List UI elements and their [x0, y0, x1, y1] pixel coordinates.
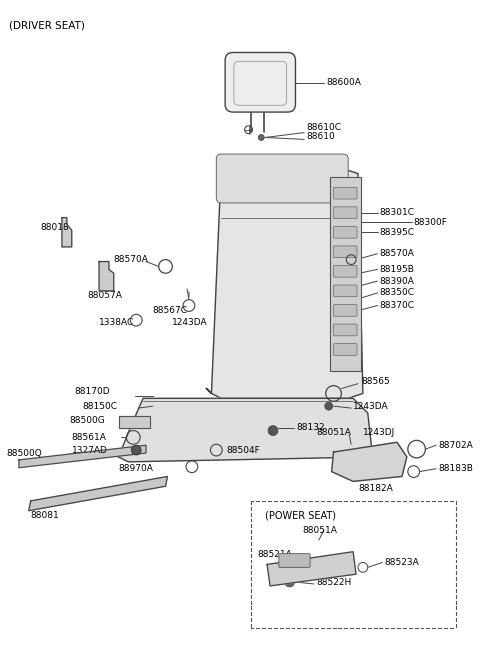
Text: 88370C: 88370C	[380, 301, 415, 310]
FancyBboxPatch shape	[279, 553, 310, 567]
FancyBboxPatch shape	[334, 305, 357, 316]
FancyBboxPatch shape	[334, 344, 357, 356]
Text: 1327AD: 1327AD	[72, 445, 108, 455]
Polygon shape	[19, 445, 146, 468]
Text: 88300F: 88300F	[414, 218, 447, 227]
Circle shape	[268, 426, 278, 436]
Circle shape	[132, 445, 141, 455]
FancyBboxPatch shape	[216, 154, 348, 203]
Polygon shape	[206, 169, 363, 398]
Text: 88390A: 88390A	[380, 276, 414, 286]
Text: 88018: 88018	[40, 223, 69, 232]
Polygon shape	[119, 398, 372, 462]
Text: (DRIVER SEAT): (DRIVER SEAT)	[9, 20, 85, 30]
Text: 88182A: 88182A	[358, 483, 393, 493]
FancyBboxPatch shape	[334, 324, 357, 336]
Text: 1243DA: 1243DA	[172, 318, 208, 327]
Circle shape	[325, 402, 333, 410]
Polygon shape	[29, 476, 168, 511]
Text: 88057A: 88057A	[87, 291, 122, 300]
Text: 88570A: 88570A	[114, 255, 149, 264]
Text: 88570A: 88570A	[380, 250, 414, 258]
FancyBboxPatch shape	[330, 177, 361, 371]
FancyBboxPatch shape	[334, 187, 357, 199]
Text: 88522H: 88522H	[316, 578, 351, 586]
FancyBboxPatch shape	[334, 265, 357, 277]
Text: 88523A: 88523A	[384, 558, 419, 567]
Text: 1243DJ: 1243DJ	[363, 428, 395, 437]
Text: 88561A: 88561A	[72, 433, 107, 442]
Text: 88195B: 88195B	[380, 265, 414, 274]
FancyBboxPatch shape	[225, 52, 296, 112]
Text: 88702A: 88702A	[438, 441, 473, 450]
Text: 88301C: 88301C	[380, 208, 415, 217]
Circle shape	[285, 577, 295, 587]
Text: 88500G: 88500G	[70, 417, 106, 425]
Text: 88610: 88610	[306, 132, 335, 141]
Text: 88350C: 88350C	[380, 288, 415, 297]
Text: 88150C: 88150C	[83, 402, 118, 411]
Polygon shape	[267, 552, 356, 586]
Text: 88567C: 88567C	[153, 306, 188, 315]
FancyBboxPatch shape	[334, 227, 357, 238]
Polygon shape	[119, 416, 150, 428]
Text: 88565: 88565	[361, 377, 390, 386]
Text: 88051A: 88051A	[316, 428, 351, 437]
FancyBboxPatch shape	[334, 246, 357, 257]
Circle shape	[258, 134, 264, 140]
Text: 88610C: 88610C	[306, 123, 341, 132]
Polygon shape	[99, 261, 114, 291]
Text: 1243DA: 1243DA	[353, 402, 389, 411]
Text: 1338AC: 1338AC	[99, 318, 134, 327]
Text: 88970A: 88970A	[119, 464, 154, 473]
Text: 88081: 88081	[31, 511, 60, 520]
Text: 88170D: 88170D	[75, 387, 110, 396]
Text: 88132: 88132	[297, 423, 325, 432]
Text: 88395C: 88395C	[380, 228, 415, 236]
Polygon shape	[62, 217, 72, 247]
FancyBboxPatch shape	[334, 285, 357, 297]
Text: (POWER SEAT): (POWER SEAT)	[265, 510, 336, 521]
Text: 88051A: 88051A	[302, 526, 337, 534]
Text: 88600A: 88600A	[327, 78, 361, 87]
Text: 88504F: 88504F	[226, 445, 260, 455]
Polygon shape	[332, 442, 407, 481]
Text: 88521A: 88521A	[257, 550, 292, 559]
FancyBboxPatch shape	[334, 207, 357, 219]
Text: 88500Q: 88500Q	[6, 449, 42, 458]
Text: 88183B: 88183B	[438, 464, 473, 473]
